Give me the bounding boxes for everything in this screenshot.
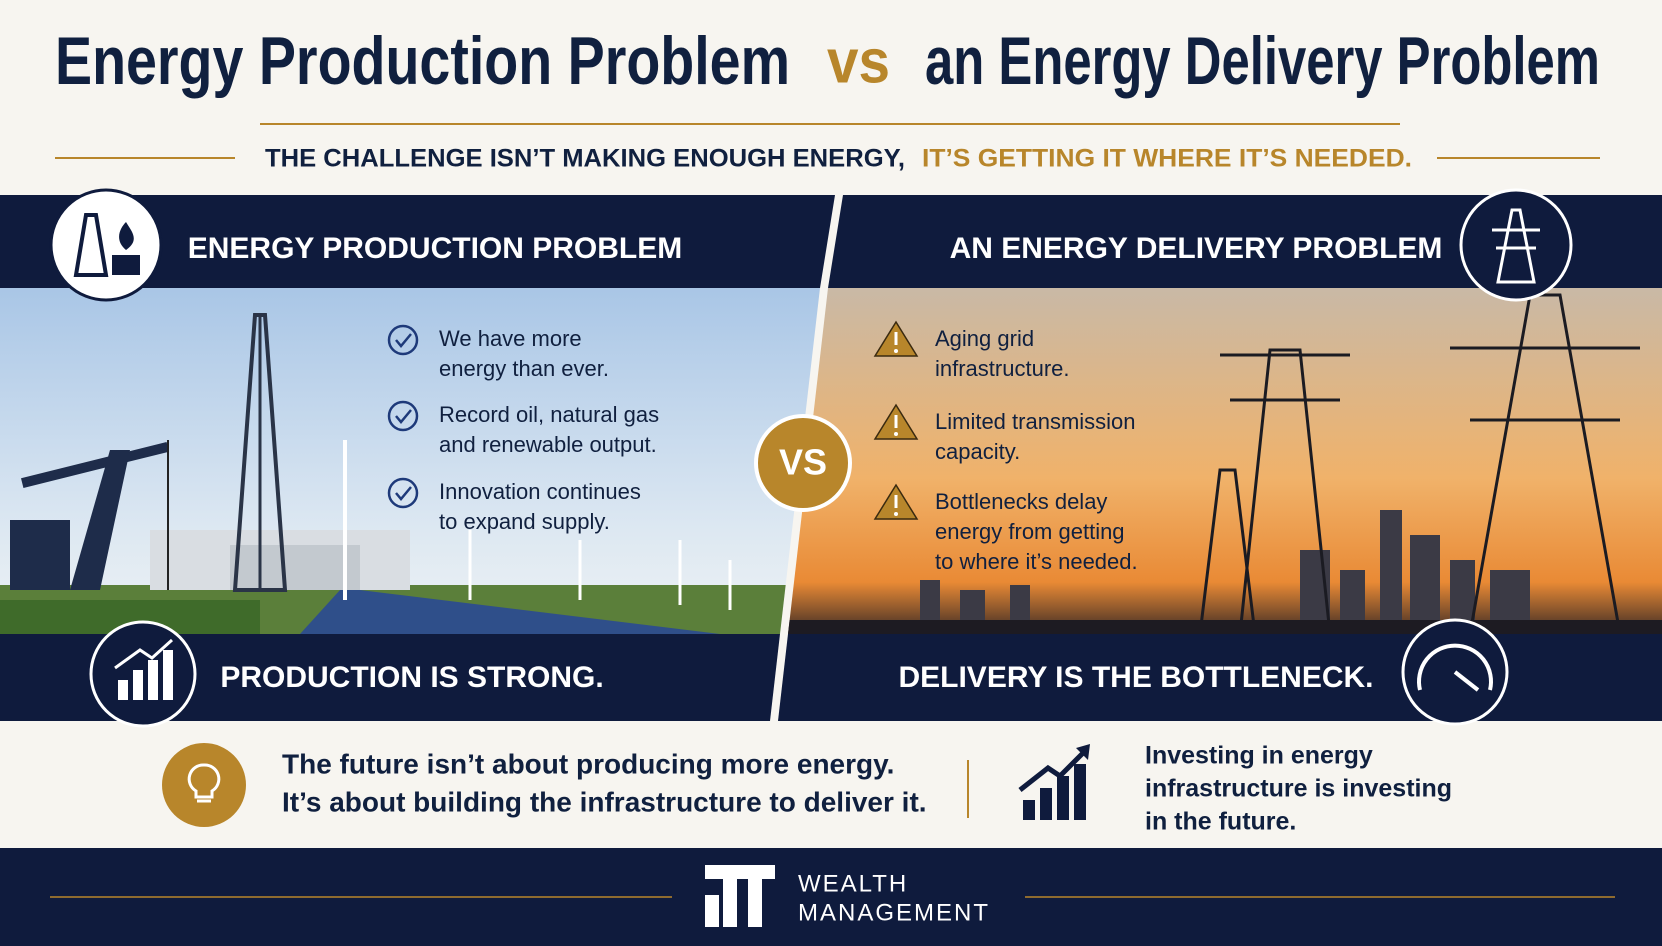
bullet-text: Record oil, natural gas <box>439 402 659 427</box>
tower-icon <box>1459 188 1573 302</box>
bullet-text: to expand supply. <box>439 509 610 534</box>
right-heading: AN ENERGY DELIVERY PROBLEM <box>950 232 1443 265</box>
check-mark <box>395 486 412 501</box>
title-vs: vs <box>827 27 890 96</box>
subtitle-gold: IT’S GETTING IT WHERE IT’S NEEDED. <box>922 145 1412 173</box>
check-icon <box>387 324 419 356</box>
bullet-text: Bottlenecks delay <box>935 489 1107 514</box>
bullet-text: Limited transmission <box>935 409 1136 434</box>
title-right: an Energy Delivery Problem <box>925 23 1600 99</box>
left-conclusion-band <box>0 634 780 721</box>
bullet-text: energy than ever. <box>439 356 609 381</box>
warning-dot <box>894 512 898 516</box>
right-conclusion: DELIVERY IS THE BOTTLENECK. <box>898 661 1373 694</box>
takeaway-main: It’s about building the infrastructure t… <box>282 786 927 817</box>
lightbulb-shape <box>187 763 221 803</box>
bullet-text: energy from getting <box>935 519 1125 544</box>
check-mark <box>395 409 412 424</box>
left-conclusion: PRODUCTION IS STRONG. <box>220 661 603 694</box>
takeaway-side: Investing in energy <box>1145 742 1373 770</box>
delivery-photo <box>788 288 1662 634</box>
brand-logo <box>705 865 775 927</box>
warning-dot <box>894 349 898 353</box>
lightbulb-icon <box>162 743 246 827</box>
vs-badge <box>754 414 852 512</box>
title-left: Energy Production Problem <box>55 23 790 99</box>
gauge-icon <box>1401 618 1509 726</box>
left-header-band <box>0 195 835 288</box>
bullet-text: to where it’s needed. <box>935 549 1138 574</box>
warning-dot <box>894 432 898 436</box>
takeaway-side: infrastructure is investing <box>1145 775 1452 803</box>
right-header-band <box>828 195 1662 288</box>
takeaway-side: in the future. <box>1145 808 1296 836</box>
check-icon <box>387 400 419 432</box>
bullet-text: and renewable output. <box>439 432 657 457</box>
bullet-text: Aging grid <box>935 326 1034 351</box>
check-icon <box>387 477 419 509</box>
brand-line: MANAGEMENT <box>798 899 990 926</box>
chart-icon <box>1018 744 1090 820</box>
left-heading: ENERGY PRODUCTION PROBLEM <box>188 232 683 265</box>
production-photo <box>0 288 820 634</box>
bullet-text: Innovation continues <box>439 479 641 504</box>
bullet-text: We have more <box>439 326 582 351</box>
vs-label: VS <box>779 442 827 483</box>
bullet-text: capacity. <box>935 439 1020 464</box>
check-mark <box>395 333 412 348</box>
brand-line: WEALTH <box>798 870 908 897</box>
growth-icon <box>89 620 197 728</box>
oil-icon <box>49 188 163 302</box>
bullet-text: infrastructure. <box>935 356 1070 381</box>
takeaway-main: The future isn’t about producing more en… <box>282 748 894 779</box>
subtitle-dark: THE CHALLENGE ISN’T MAKING ENOUGH ENERGY… <box>265 145 905 173</box>
